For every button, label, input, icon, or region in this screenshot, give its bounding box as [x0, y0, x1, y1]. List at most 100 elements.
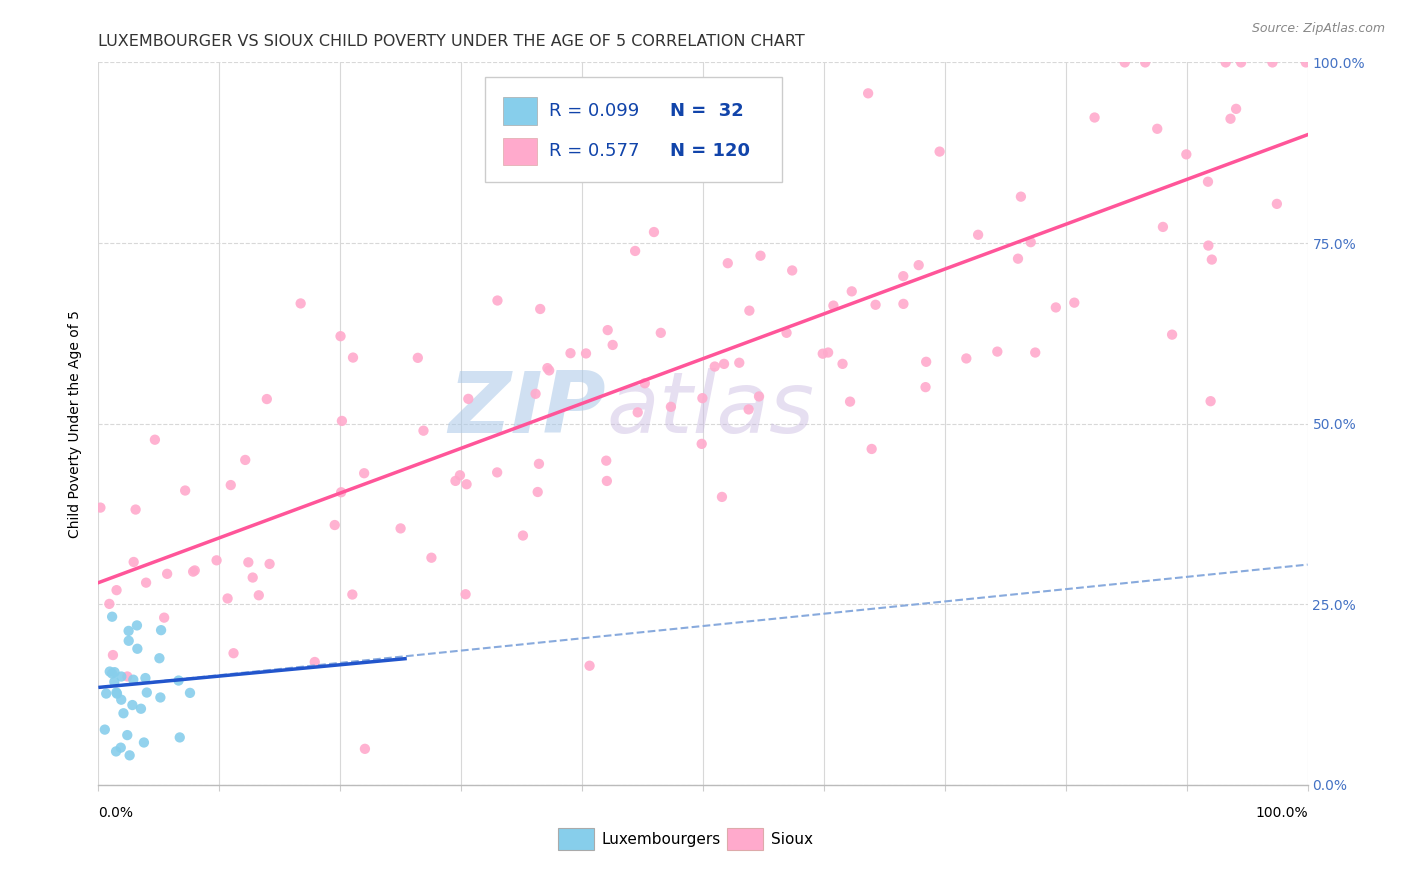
Point: [524, 386, 547, 401]
Point: [1197, 238, 1219, 252]
Point: [893, 297, 915, 311]
Point: [1024, 345, 1046, 359]
Point: [856, 87, 879, 101]
Point: [527, 457, 550, 471]
Point: [775, 326, 797, 340]
Point: [110, 692, 132, 706]
Point: [1114, 55, 1136, 70]
Point: [103, 665, 125, 680]
Point: [124, 502, 146, 516]
Point: [323, 518, 346, 533]
Point: [127, 641, 149, 656]
Point: [242, 570, 264, 584]
Point: [290, 296, 312, 310]
Point: [117, 624, 139, 638]
Point: [737, 402, 759, 417]
Point: [780, 263, 803, 277]
Point: [101, 648, 124, 662]
Point: [692, 391, 714, 405]
Point: [454, 587, 477, 601]
Text: R = 0.099: R = 0.099: [550, 102, 640, 120]
Point: [112, 706, 135, 721]
Point: [1135, 55, 1157, 70]
Point: [914, 380, 936, 394]
Point: [1261, 55, 1284, 70]
Point: [247, 588, 270, 602]
Point: [817, 345, 839, 359]
Point: [1201, 252, 1223, 267]
Point: [1010, 189, 1032, 203]
Point: [536, 361, 558, 376]
Point: [1215, 55, 1237, 70]
Point: [96, 687, 118, 701]
Point: [98, 665, 121, 679]
Point: [259, 557, 281, 571]
Point: [156, 566, 179, 581]
Text: N =  32: N = 32: [671, 102, 744, 120]
Point: [928, 145, 950, 159]
Point: [1007, 252, 1029, 266]
Text: N = 120: N = 120: [671, 143, 751, 161]
Point: [98, 597, 121, 611]
Bar: [727, 829, 763, 850]
Point: [627, 405, 650, 419]
Point: [117, 728, 139, 742]
Point: [354, 742, 377, 756]
Point: [1175, 147, 1198, 161]
Point: [1161, 327, 1184, 342]
FancyBboxPatch shape: [485, 77, 782, 182]
Point: [205, 553, 228, 567]
Point: [456, 477, 478, 491]
Point: [94, 723, 117, 737]
Point: [841, 285, 863, 299]
Point: [986, 344, 1008, 359]
Point: [748, 389, 770, 403]
Point: [135, 685, 157, 699]
Point: [915, 355, 938, 369]
Point: [486, 293, 509, 308]
Point: [624, 244, 647, 258]
Point: [329, 329, 352, 343]
Point: [1063, 295, 1085, 310]
Point: [690, 437, 713, 451]
Text: Source: ZipAtlas.com: Source: ZipAtlas.com: [1251, 22, 1385, 36]
Point: [122, 555, 145, 569]
Point: [595, 453, 617, 467]
Point: [125, 618, 148, 632]
Point: [105, 744, 128, 758]
Point: [342, 351, 364, 365]
Bar: [503, 97, 537, 125]
Point: [578, 658, 600, 673]
Point: [342, 588, 364, 602]
Point: [575, 346, 598, 360]
Point: [650, 326, 672, 340]
Point: [118, 748, 141, 763]
Point: [1230, 55, 1253, 70]
Point: [353, 467, 375, 481]
Point: [444, 474, 467, 488]
Point: [406, 351, 429, 365]
Point: [121, 698, 143, 712]
Point: [181, 565, 204, 579]
Point: [602, 338, 624, 352]
Bar: [503, 137, 537, 165]
Point: [217, 591, 239, 606]
Point: [1084, 111, 1107, 125]
Point: [105, 583, 128, 598]
Point: [1019, 235, 1042, 249]
Point: [149, 690, 172, 705]
Text: 100.0%: 100.0%: [1256, 806, 1308, 821]
Point: [153, 610, 176, 624]
Point: [891, 269, 914, 284]
Point: [129, 702, 152, 716]
Point: [101, 609, 124, 624]
Point: [449, 468, 471, 483]
Point: [330, 414, 353, 428]
Point: [238, 555, 260, 569]
Point: [831, 357, 853, 371]
Point: [865, 298, 887, 312]
Point: [1219, 112, 1241, 126]
Point: [110, 669, 132, 683]
Point: [132, 735, 155, 749]
Point: [1045, 301, 1067, 315]
